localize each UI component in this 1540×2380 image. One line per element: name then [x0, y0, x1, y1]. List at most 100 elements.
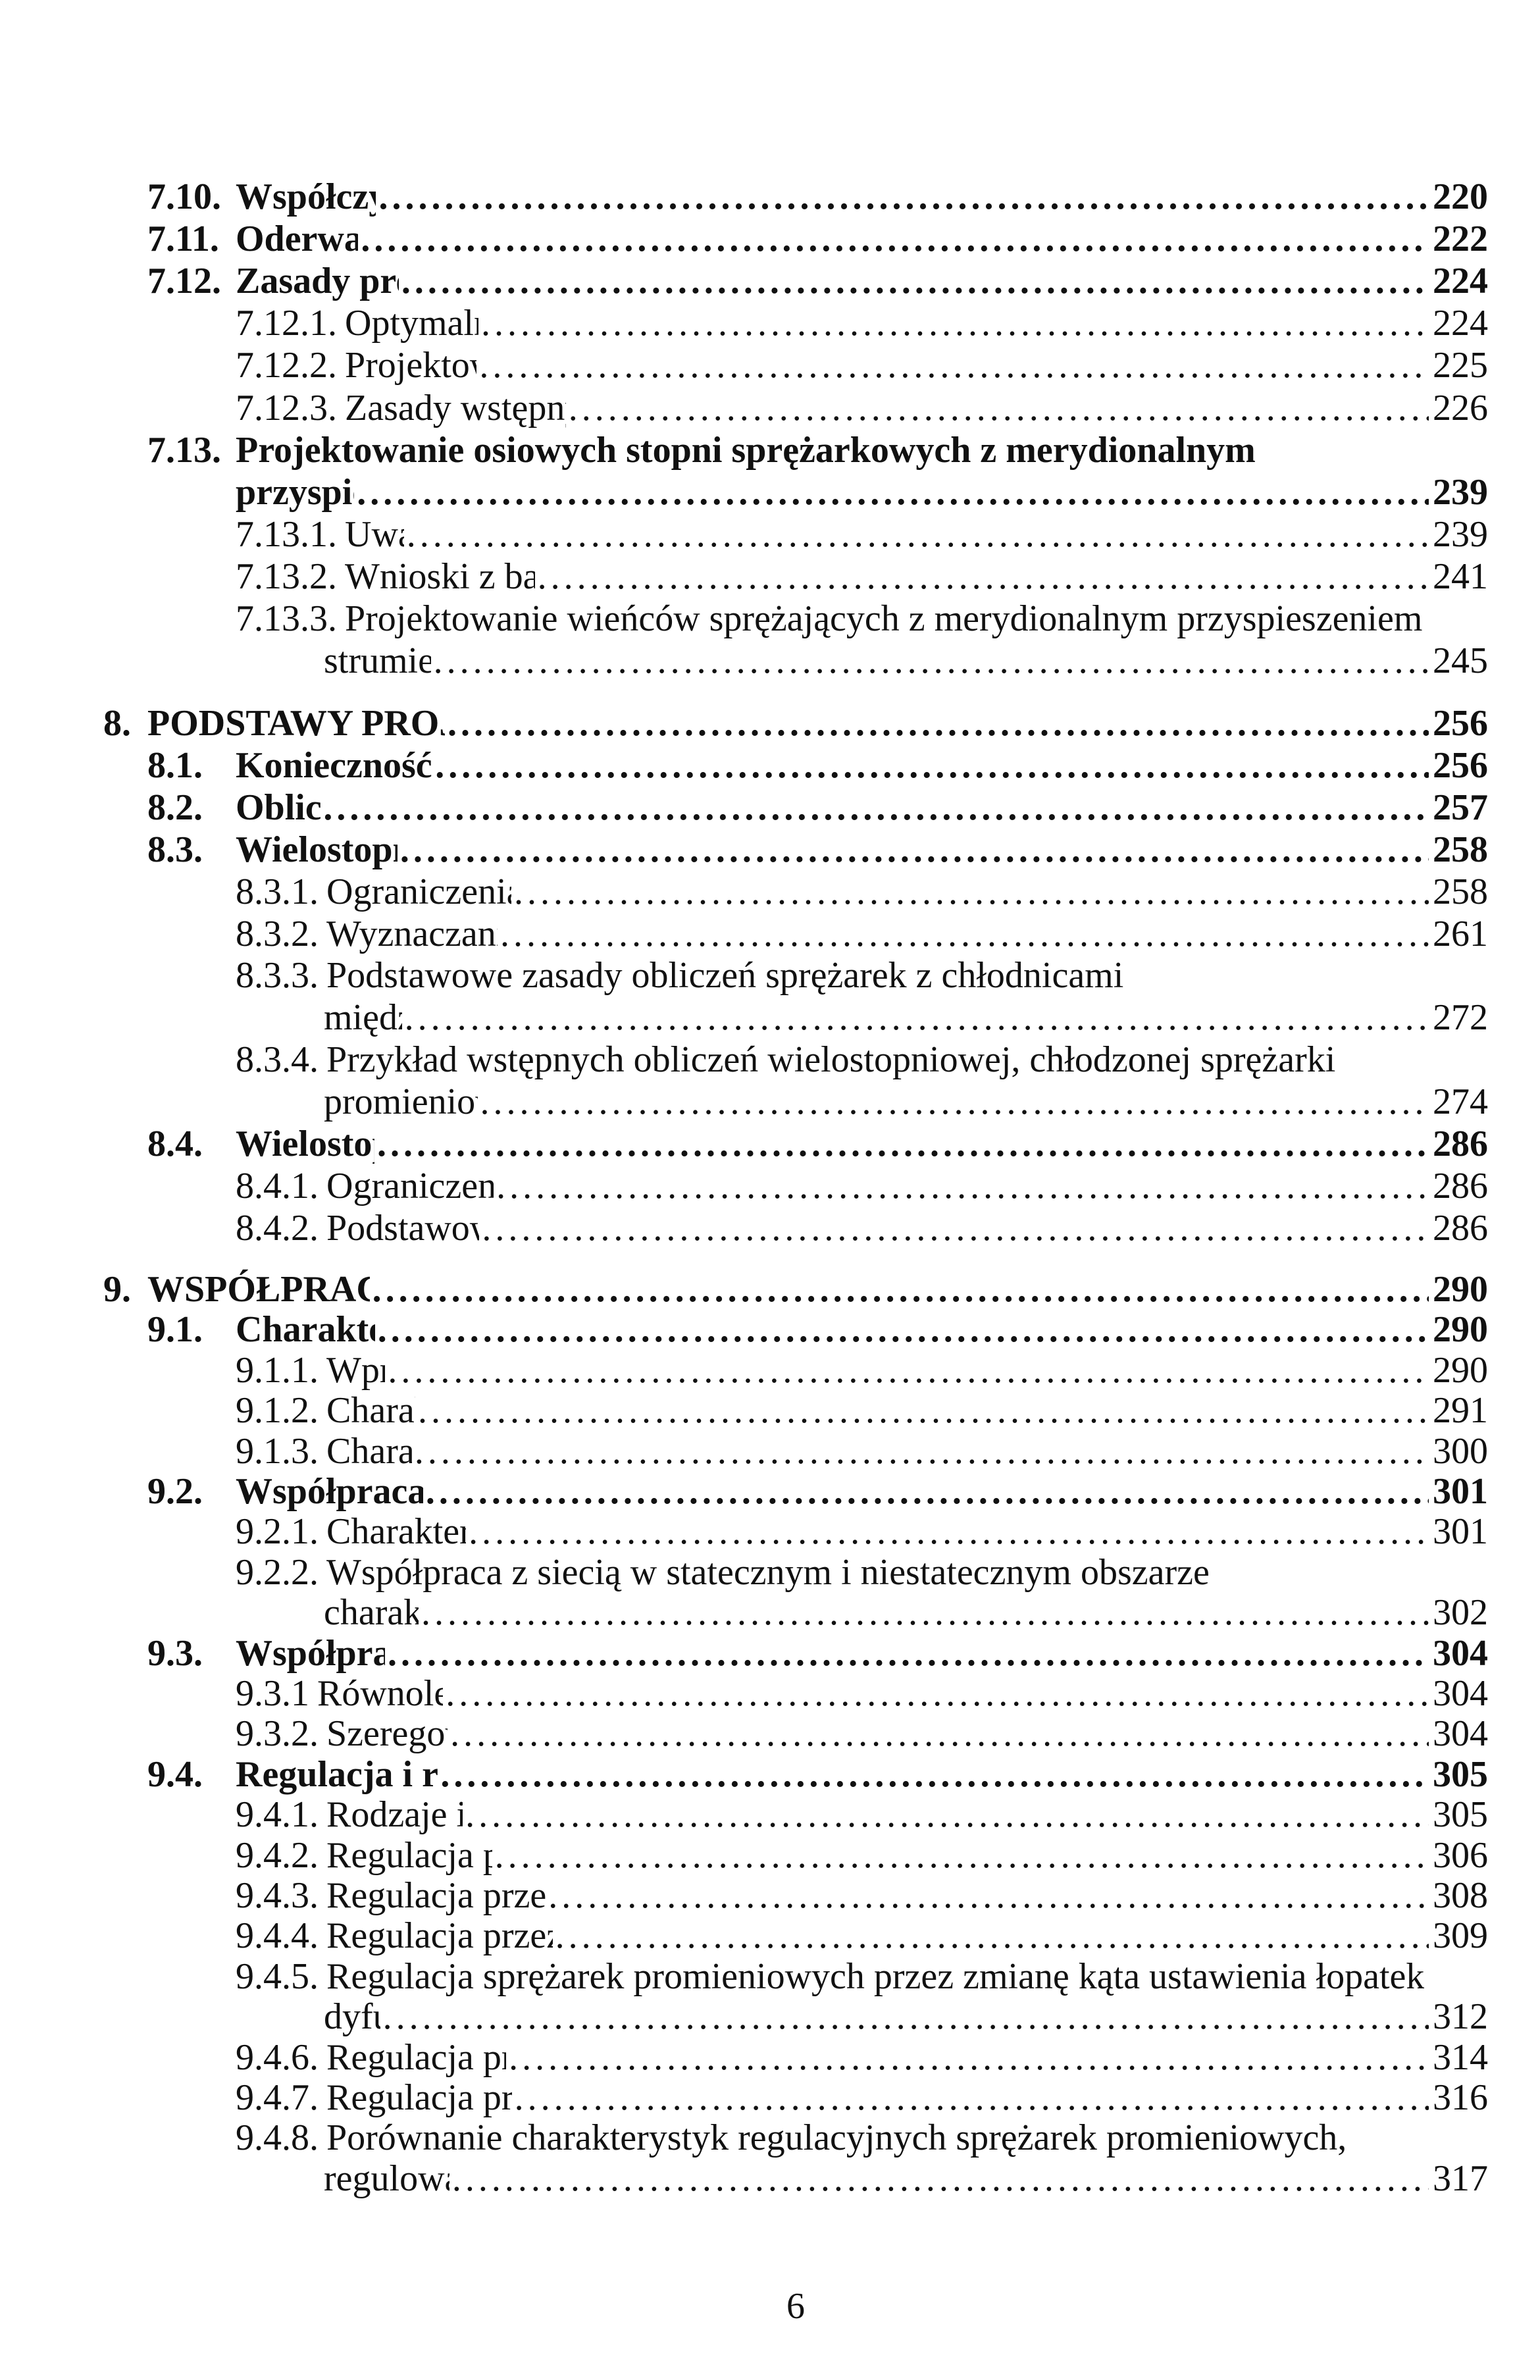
- toc-line[interactable]: 9.4. Regulacja i regulacyjność różnych ty…: [147, 1753, 1488, 1796]
- toc-line[interactable]: 8. PODSTAWY PROJEKTOWANIA SPRĘŻAREK WIELO…: [103, 702, 1488, 744]
- dot-leader: ........................................…: [494, 1834, 1429, 1876]
- toc-line[interactable]: 7.11. Oderwanie bezwładnościowe..........…: [147, 218, 1488, 260]
- toc-line[interactable]: 9.4.1.Rodzaje i sposoby regulacji spręża…: [236, 1794, 1488, 1836]
- toc-title: Charakterystyka sprężu: [326, 1390, 415, 1432]
- dot-leader: ........................................…: [480, 1081, 1429, 1123]
- toc-title: Wprowadzenie: [326, 1349, 385, 1391]
- toc-line[interactable]: 9. WSPÓŁPRACA SPRĘŻAREK Z ODBIORNIKIEM...…: [103, 1268, 1488, 1310]
- toc-line[interactable]: 9.4.4.Regulacja przez zmianę kąta ustawi…: [236, 1915, 1488, 1957]
- dot-leader: ........................................…: [425, 1471, 1429, 1512]
- toc-line[interactable]: 8.4.2.Podstawowe wielkości sprężarek osi…: [236, 1207, 1488, 1249]
- toc-line[interactable]: 8.3.1.Ograniczenia w konstrukcji sprężar…: [236, 871, 1488, 913]
- toc-line[interactable]: 9.4.6.Regulacja przez dławienie gazu w r…: [236, 2036, 1488, 2079]
- toc-title: Równoległa współpraca sprężarek: [317, 1673, 444, 1714]
- toc-line[interactable]: 8.3. Wielostopniowe sprężarki promieniowe…: [147, 829, 1488, 871]
- toc-page-number: 306: [1433, 1834, 1488, 1876]
- toc-line[interactable]: przyspieszeniem strumienia..............…: [236, 471, 1488, 513]
- toc-title: Charakterystyki pracy sprężarek: [236, 1309, 375, 1351]
- toc-page-number: 272: [1433, 997, 1488, 1039]
- toc-line[interactable]: 9.1.3.Charakterystyka mocy..............…: [236, 1430, 1488, 1472]
- toc-page-number: 239: [1433, 513, 1488, 555]
- toc-line[interactable]: charakterystyki sprężarki...............…: [324, 1591, 1488, 1634]
- toc-line[interactable]: 7.12.1.Optymalne wskaźniki bezwymiarowe.…: [236, 302, 1488, 344]
- toc-title: promieniowej z chłodnicami zewnętrznymi: [324, 1081, 478, 1123]
- toc-line[interactable]: 8.3.2.Wyznaczanie podstawowych wielkości…: [236, 913, 1488, 955]
- toc-line[interactable]: 7.12.3.Zasady wstępnych obliczeń przepły…: [236, 387, 1488, 429]
- toc-title: Charakterystyka sieci sprężonego gazu: [326, 1511, 467, 1553]
- toc-page-number: 256: [1433, 744, 1488, 786]
- toc-line[interactable]: 9.1.2.Charakterystyka sprężu............…: [236, 1389, 1488, 1432]
- toc-line[interactable]: 9.4.2.Regulacja poprzez zmianę prędkości…: [236, 1834, 1488, 1876]
- toc-page-number: 286: [1433, 1165, 1488, 1206]
- toc-title: Wnioski z badań modelowych dla potrzeb p…: [345, 556, 535, 597]
- toc-number: 9.3.2.: [236, 1713, 319, 1755]
- toc-title: Projektowanie układów łopatkowych: [345, 345, 476, 386]
- dot-leader: ........................................…: [481, 303, 1429, 344]
- toc-page-number: 241: [1433, 556, 1488, 597]
- toc-line[interactable]: 8.4.1.Ograniczenia w konstrukcji sprężar…: [236, 1165, 1488, 1207]
- toc-line[interactable]: 7.12.2.Projektowanie układów łopatkowych…: [236, 344, 1488, 386]
- toc-line[interactable]: 9.2. Współpraca sprężarki z siecią sprężo…: [147, 1470, 1488, 1513]
- toc-title: przyspieszeniem strumienia: [236, 471, 354, 513]
- toc-title: Podstawowe wielkości sprężarek osiowych: [326, 1207, 479, 1249]
- toc-line[interactable]: 9.1. Charakterystyki pracy sprężarek.....…: [147, 1308, 1488, 1351]
- toc-page-number: 302: [1433, 1592, 1488, 1634]
- toc-line[interactable]: 8.3.3. Podstawowe zasady obliczeń sprężar…: [236, 954, 1488, 996]
- toc-title: międzystopniowymi: [324, 997, 402, 1039]
- toc-line[interactable]: 9.3.2.Szeregowa współpraca sprężarek....…: [236, 1713, 1488, 1755]
- toc-line[interactable]: 9.1.1.Wprowadzenie......................…: [236, 1349, 1488, 1391]
- toc-line[interactable]: 7.10. Współczynnik zmniejszenia mocy.....…: [147, 176, 1488, 218]
- toc-line[interactable]: 8.2. Obliczenia wstępne..................…: [147, 787, 1488, 829]
- toc-line[interactable]: 9.3. Współpraca kilku sprężarek z siecią.…: [147, 1632, 1488, 1674]
- toc-line[interactable]: promieniowej z chłodnicami zewnętrznymi.…: [324, 1081, 1488, 1123]
- toc-line[interactable]: 9.2.1.Charakterystyka sieci sprężonego g…: [236, 1511, 1488, 1553]
- toc-line[interactable]: 7.13.1.Uwagi wstępne....................…: [236, 513, 1488, 556]
- dot-leader: ........................................…: [377, 1309, 1429, 1351]
- toc-number: 8.3.4.: [236, 1039, 319, 1081]
- dot-leader: ........................................…: [514, 2077, 1429, 2118]
- toc-title: charakterystyki sprężarki: [324, 1592, 419, 1634]
- page-number: 6: [786, 2286, 805, 2327]
- toc-line[interactable]: 7.13. Projektowanie osiowych stopni spręż…: [147, 429, 1488, 471]
- toc-line[interactable]: 8.4. Wielostopniowe sprężarki osiowe.....…: [147, 1123, 1488, 1165]
- toc-number: 9.3.1: [236, 1673, 309, 1714]
- toc-line[interactable]: 7.13.3. Projektowanie wieńców sprężającyc…: [236, 598, 1488, 640]
- dot-leader: ........................................…: [361, 219, 1429, 260]
- dot-leader: ........................................…: [500, 913, 1429, 954]
- toc-title: Oderwanie bezwładnościowe: [236, 219, 359, 260]
- toc-page-number: 222: [1433, 219, 1488, 260]
- toc-line[interactable]: 9.4.5. Regulacja sprężarek promieniowych …: [236, 1955, 1488, 1998]
- toc-number: 7.10.: [147, 176, 221, 217]
- toc-number: 7.13.2.: [236, 556, 337, 597]
- toc-title: Projektowanie osiowych stopni sprężarkow…: [236, 429, 1256, 471]
- toc-line[interactable]: 9.4.7.Regulacja przez dławienie gazu w r…: [236, 2077, 1488, 2119]
- toc-line[interactable]: 8.3.4. Przykład wstępnych obliczeń wielos…: [236, 1039, 1488, 1081]
- toc-title: Projektowanie wieńców sprężających z mer…: [345, 598, 1423, 639]
- toc-line[interactable]: 7.13.2.Wnioski z badań modelowych dla po…: [236, 556, 1488, 598]
- toc-line[interactable]: dyfuzorowych............................…: [324, 1996, 1488, 2038]
- dot-leader: ........................................…: [372, 1269, 1429, 1310]
- toc-line[interactable]: 9.4.8. Porównanie charakterystyk regulacy…: [236, 2117, 1488, 2159]
- toc-title: Wielostopniowe sprężarki osiowe: [236, 1124, 374, 1164]
- toc-number: 9.4.6.: [236, 2036, 319, 2078]
- toc-page-number: 300: [1432, 1430, 1488, 1472]
- toc-title: Regulacja przez dławienie gazu w rurocią…: [326, 2077, 512, 2118]
- toc-line[interactable]: 9.3.1Równoległa współpraca sprężarek....…: [236, 1672, 1488, 1715]
- toc-line[interactable]: 9.4.3.Regulacja przez zmianę kąta ustawi…: [236, 1875, 1488, 1917]
- toc-line[interactable]: strumienia z piastą stożkową............…: [324, 640, 1488, 682]
- toc-number: 7.12.: [147, 261, 221, 302]
- toc-line[interactable]: międzystopniowymi.......................…: [324, 996, 1488, 1039]
- toc-line[interactable]: 9.2.2. Współpraca z siecią w statecznym i…: [236, 1551, 1488, 1593]
- toc-line[interactable]: 8.1. Konieczność budowy sprężarek wielost…: [147, 744, 1488, 787]
- toc-line[interactable]: 7.12. Zasady projektowania stopnia osiowe…: [147, 260, 1488, 302]
- toc-page-number: 258: [1433, 871, 1488, 912]
- toc-number: 7.13.: [147, 429, 221, 471]
- toc-page-number: 305: [1433, 1753, 1488, 1795]
- toc-title: Podstawowe zasady obliczeń sprężarek z c…: [326, 955, 1124, 996]
- dot-leader: ........................................…: [417, 1390, 1429, 1432]
- toc-line[interactable]: regulowanych różnymi sposobami..........…: [324, 2158, 1488, 2200]
- toc-title: Konieczność budowy sprężarek wielostopni…: [236, 744, 432, 786]
- toc-page-number: 317: [1433, 2158, 1488, 2199]
- toc-number: 9.1.2.: [236, 1390, 319, 1432]
- dot-leader: ........................................…: [537, 556, 1429, 597]
